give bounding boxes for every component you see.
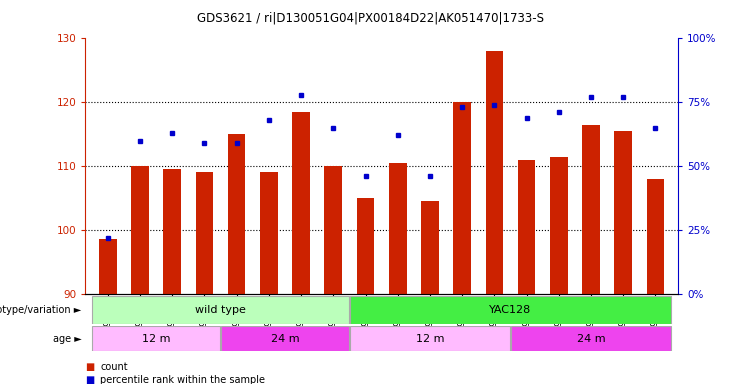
Text: 24 m: 24 m [270, 334, 299, 344]
Text: 12 m: 12 m [142, 334, 170, 344]
Bar [356, 198, 374, 294]
Text: GDS3621 / ri|D130051G04|PX00184D22|AK051470|1733-S: GDS3621 / ri|D130051G04|PX00184D22|AK051… [197, 12, 544, 25]
Text: count: count [100, 362, 127, 372]
Text: ■: ■ [85, 362, 94, 372]
Text: 24 m: 24 m [576, 334, 605, 344]
Bar [518, 160, 536, 294]
Text: 12 m: 12 m [416, 334, 444, 344]
Bar [196, 172, 213, 294]
Text: percentile rank within the sample: percentile rank within the sample [100, 375, 265, 384]
Bar [325, 166, 342, 294]
Text: genotype/variation ►: genotype/variation ► [0, 305, 82, 315]
Text: age ►: age ► [53, 334, 82, 344]
Bar [582, 124, 600, 294]
Bar [260, 172, 278, 294]
Bar [421, 201, 439, 294]
Bar [614, 131, 632, 294]
Bar [647, 179, 665, 294]
Bar [453, 102, 471, 294]
Text: wild type: wild type [195, 305, 246, 315]
Bar [93, 326, 220, 351]
Bar [99, 240, 116, 294]
Bar [550, 157, 568, 294]
Bar [350, 326, 510, 351]
Bar [221, 326, 349, 351]
Text: ■: ■ [85, 375, 94, 384]
Bar [389, 163, 407, 294]
Text: YAC128: YAC128 [489, 305, 531, 315]
Bar [227, 134, 245, 294]
Bar [163, 169, 181, 294]
Bar [485, 51, 503, 294]
Bar [93, 296, 349, 324]
Bar [292, 112, 310, 294]
Bar [511, 326, 671, 351]
Bar [131, 166, 149, 294]
Bar [350, 296, 671, 324]
